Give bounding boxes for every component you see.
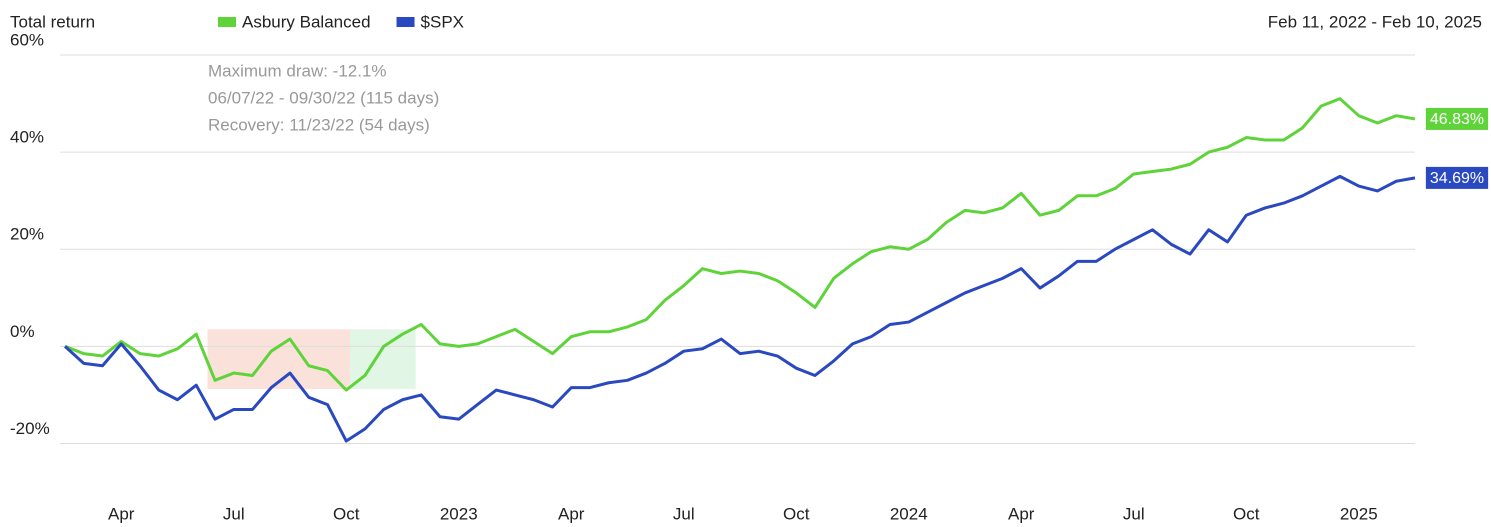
annotation: Recovery: 11/23/22 (54 days) — [208, 115, 430, 134]
x-tick-label: Apr — [1008, 504, 1035, 523]
legend-label: $SPX — [421, 12, 464, 31]
annotation: 06/07/22 - 09/30/22 (115 days) — [208, 88, 439, 107]
x-tick-label: Jul — [1123, 504, 1145, 523]
legend-label: Asbury Balanced — [242, 12, 371, 31]
series-line — [64, 97, 1416, 392]
end-badge: 34.69% — [1425, 166, 1489, 189]
date-range: Feb 11, 2022 - Feb 10, 2025 — [1268, 12, 1482, 31]
x-tick-label: Oct — [1233, 504, 1260, 523]
end-badge-bg — [1425, 166, 1489, 189]
shaded-region — [207, 329, 350, 390]
x-tick-label: Jul — [223, 504, 245, 523]
end-label: 34.69% — [1430, 170, 1484, 187]
legend-swatch — [396, 17, 415, 27]
end-label: 46.83% — [1430, 111, 1484, 128]
annotation: Maximum draw: -12.1% — [208, 61, 387, 80]
x-tick-label: Oct — [333, 504, 360, 523]
end-badge: 46.83% — [1425, 107, 1489, 130]
y-tick-label: 40% — [10, 128, 44, 147]
y-tick-label: 60% — [10, 30, 44, 49]
y-tick-label: 0% — [10, 322, 35, 341]
x-tick-label: Oct — [783, 504, 810, 523]
x-tick-label: 2023 — [440, 504, 478, 523]
x-tick-label: 2024 — [890, 504, 928, 523]
y-tick-label: 20% — [10, 225, 44, 244]
x-tick-label: Jul — [673, 504, 695, 523]
y-tick-label: -20% — [10, 419, 50, 438]
end-badge-bg — [1425, 107, 1489, 130]
x-tick-label: Apr — [108, 504, 135, 523]
legend-swatch — [218, 17, 236, 27]
chart-title: Total return — [10, 12, 95, 31]
series-line — [63, 174, 1416, 443]
x-tick-label: Apr — [558, 504, 585, 523]
x-tick-label: 2025 — [1340, 504, 1378, 523]
